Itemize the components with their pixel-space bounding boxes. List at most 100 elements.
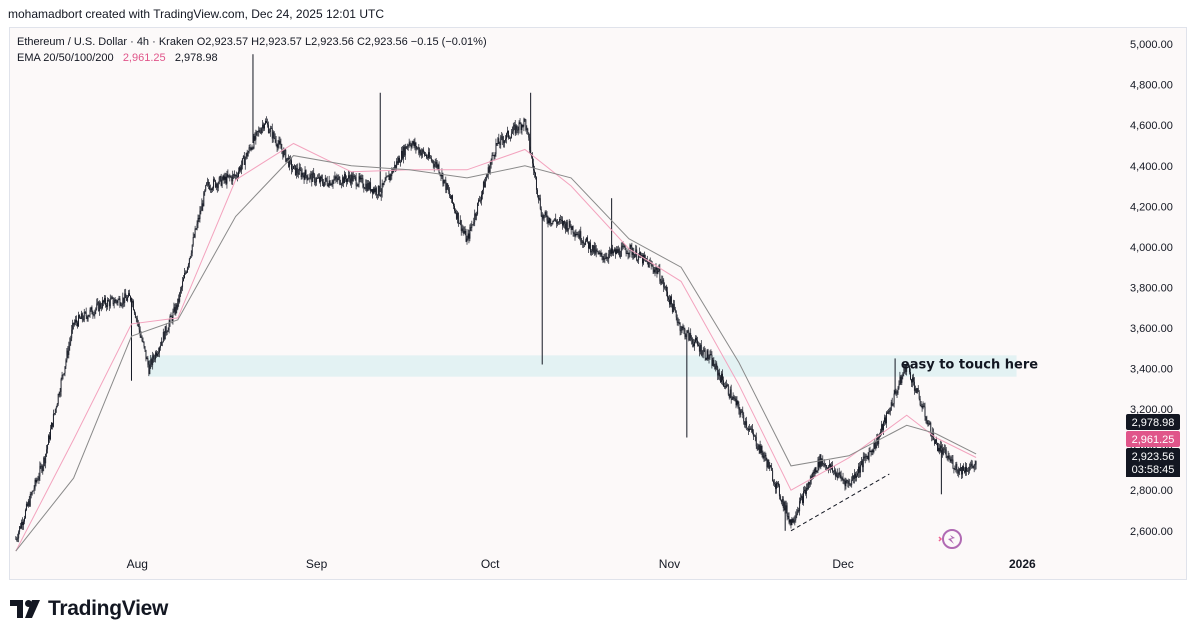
candle-body xyxy=(262,124,264,129)
candle-body xyxy=(739,410,741,415)
x-tick-label: Aug xyxy=(127,557,148,571)
candle-body xyxy=(445,179,447,191)
candle-body xyxy=(88,315,90,317)
candle-body xyxy=(704,349,706,358)
ema-20-line[interactable] xyxy=(15,142,977,552)
candle-body xyxy=(99,303,101,311)
candle-body xyxy=(420,150,422,156)
candle-body xyxy=(46,449,48,454)
candle-body xyxy=(388,175,390,181)
tradingview-brand[interactable]: TradingView xyxy=(10,597,168,621)
candle-body xyxy=(488,167,490,173)
candle-body xyxy=(486,174,488,178)
candle-body xyxy=(609,250,611,255)
candle-body xyxy=(779,496,781,500)
candle-body xyxy=(178,298,180,302)
candle-body xyxy=(293,165,294,170)
candle-body xyxy=(579,231,581,239)
candle-body xyxy=(594,245,596,254)
candle-body xyxy=(211,188,212,190)
candle-body xyxy=(203,192,205,207)
candle-body xyxy=(540,209,542,217)
price-badge[interactable]: 2,961.25 xyxy=(1126,431,1180,447)
candle-body xyxy=(429,157,431,159)
support-zone[interactable] xyxy=(148,355,1017,377)
candle-body xyxy=(240,165,242,171)
candle-body xyxy=(273,132,275,138)
candle-body xyxy=(901,376,903,383)
dashed-trendline[interactable] xyxy=(790,473,890,532)
candle-body xyxy=(888,411,890,413)
candle-body xyxy=(73,322,75,325)
candle-body xyxy=(895,391,897,393)
candle-body xyxy=(254,136,256,140)
price-badge[interactable]: 2,978.98 xyxy=(1126,414,1180,430)
chart-frame[interactable] xyxy=(9,27,1187,580)
candle-body xyxy=(261,128,263,133)
price-badge[interactable]: 2,923.56 xyxy=(1126,448,1180,464)
candle-body xyxy=(196,223,198,230)
candle-body xyxy=(706,350,708,360)
candle-body xyxy=(665,286,667,288)
candle-body xyxy=(219,176,221,178)
candle-body xyxy=(359,176,361,180)
candle-body xyxy=(496,143,498,144)
zone-annotation[interactable]: easy to touch here xyxy=(901,358,1038,373)
candle-body xyxy=(802,496,803,504)
candle-body xyxy=(968,467,970,471)
candle-body xyxy=(206,182,208,186)
candle-body xyxy=(590,251,592,253)
candle-body xyxy=(470,227,472,228)
ema-50-line[interactable] xyxy=(15,155,977,552)
candle-body xyxy=(760,445,762,453)
candle-body xyxy=(552,220,554,224)
candle-body xyxy=(105,304,107,308)
candle-body xyxy=(212,179,214,189)
candle-body xyxy=(732,397,734,400)
candle-body xyxy=(284,150,286,151)
candle-body xyxy=(229,175,231,178)
candle-body xyxy=(748,428,749,431)
candle-body xyxy=(754,435,756,437)
candle-body xyxy=(123,297,125,303)
candle-body xyxy=(771,467,773,471)
candle-body xyxy=(316,178,318,182)
candle-body xyxy=(77,322,78,327)
candle-body xyxy=(289,157,291,167)
candle-body xyxy=(296,168,298,174)
candle-body xyxy=(21,522,23,529)
candle-body xyxy=(365,183,367,189)
candle-body xyxy=(736,400,738,405)
sparkle-logo-icon[interactable] xyxy=(938,529,962,549)
candle-body xyxy=(908,365,910,367)
candle-body xyxy=(714,366,716,370)
candle-body xyxy=(853,475,855,479)
candle-body xyxy=(481,190,483,195)
candle-body xyxy=(563,220,565,224)
candle-body xyxy=(580,231,582,242)
candle-body xyxy=(185,272,186,274)
candle-body xyxy=(583,241,585,244)
candle-body xyxy=(508,130,509,138)
candle-body xyxy=(669,296,671,305)
x-tick-label: Sep xyxy=(306,557,328,571)
candle-body xyxy=(302,172,304,176)
candle-body xyxy=(718,372,720,376)
candle-body xyxy=(48,435,50,445)
candle-body xyxy=(586,237,588,241)
candle-body xyxy=(111,297,113,299)
candle-body xyxy=(616,249,618,253)
candle-body xyxy=(861,460,863,468)
candle-body xyxy=(129,293,131,296)
candle-body xyxy=(646,260,648,262)
candle-body xyxy=(647,261,649,268)
candle-body xyxy=(522,124,524,127)
candle-body xyxy=(897,388,899,394)
candle-body xyxy=(712,360,714,366)
candle-body xyxy=(319,177,320,183)
candle-body xyxy=(335,176,337,179)
candle-body xyxy=(745,421,747,426)
candle-body xyxy=(422,149,424,153)
candle-body xyxy=(535,177,537,190)
